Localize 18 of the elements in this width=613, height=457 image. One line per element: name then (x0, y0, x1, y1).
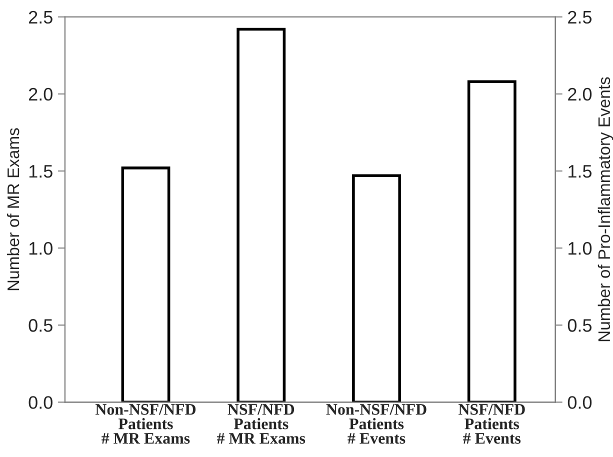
y-tick-label: 0.0 (28, 396, 52, 409)
y-tick-label: 0.5 (28, 319, 52, 332)
y-axis-title: Number of MR Exams (6, 128, 20, 290)
y-tick-label: 2.5 (28, 10, 52, 24)
y2-tick-label: 2.0 (568, 88, 592, 101)
y-tick-label: 1.0 (29, 242, 52, 255)
x-tick-label: Non-NSF/NFD Patients # Events (326, 404, 426, 444)
y-tick-label: 1.5 (29, 165, 52, 178)
y-tick-label: 2.0 (28, 88, 52, 101)
y2-tick-label: 1.0 (568, 242, 592, 255)
x-tick-label: NSF/NFD Patients # Events (458, 404, 525, 444)
x-tick-label: NSF/NFD Patients # MR Exams (216, 404, 306, 444)
y2-tick-label: 0.5 (568, 319, 592, 332)
y2-tick-label: 0.0 (568, 396, 592, 409)
y2-tick-label: 1.5 (568, 165, 592, 178)
y2-tick-label: 2.5 (568, 10, 592, 24)
y2-axis-title: Number of Pro-Inflammatory Events (598, 77, 613, 342)
x-tick-label: Non-NSF/NFD Patients # MR Exams (95, 404, 196, 444)
